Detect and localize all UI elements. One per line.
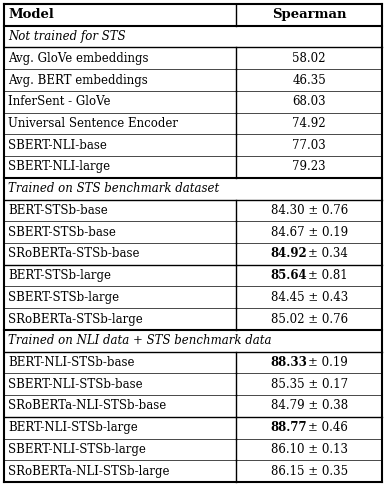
Text: BERT-NLI-STSb-base: BERT-NLI-STSb-base — [8, 356, 134, 369]
Text: 86.15 ± 0.35: 86.15 ± 0.35 — [271, 465, 348, 478]
Text: 88.77: 88.77 — [271, 421, 307, 434]
Text: 85.64: 85.64 — [271, 269, 307, 282]
Text: 74.92: 74.92 — [293, 117, 326, 130]
Text: Avg. BERT embeddings: Avg. BERT embeddings — [8, 73, 148, 87]
Text: Trained on STS benchmark dataset: Trained on STS benchmark dataset — [8, 182, 219, 195]
Text: 85.02 ± 0.76: 85.02 ± 0.76 — [271, 312, 348, 326]
Text: InferSent - GloVe: InferSent - GloVe — [8, 95, 110, 108]
Text: 58.02: 58.02 — [293, 52, 326, 65]
Text: Model: Model — [8, 8, 54, 21]
Text: 77.03: 77.03 — [292, 139, 326, 152]
Text: ± 0.19: ± 0.19 — [308, 356, 348, 369]
Text: 85.35 ± 0.17: 85.35 ± 0.17 — [271, 378, 348, 391]
Text: ± 0.81: ± 0.81 — [308, 269, 348, 282]
Text: Universal Sentence Encoder: Universal Sentence Encoder — [8, 117, 178, 130]
Text: Not trained for STS: Not trained for STS — [8, 30, 125, 43]
Text: SRoBERTa-NLI-STSb-base: SRoBERTa-NLI-STSb-base — [8, 399, 166, 413]
Text: Spearman: Spearman — [272, 8, 347, 21]
Text: 88.33: 88.33 — [270, 356, 307, 369]
Text: SBERT-NLI-base: SBERT-NLI-base — [8, 139, 107, 152]
Text: BERT-STSb-large: BERT-STSb-large — [8, 269, 111, 282]
Text: 86.10 ± 0.13: 86.10 ± 0.13 — [271, 443, 348, 456]
Text: BERT-STSb-base: BERT-STSb-base — [8, 204, 108, 217]
Text: 84.67 ± 0.19: 84.67 ± 0.19 — [271, 226, 348, 239]
Text: SRoBERTa-STSb-large: SRoBERTa-STSb-large — [8, 312, 143, 326]
Text: 68.03: 68.03 — [293, 95, 326, 108]
Text: Avg. GloVe embeddings: Avg. GloVe embeddings — [8, 52, 149, 65]
Text: ± 0.46: ± 0.46 — [308, 421, 348, 434]
Text: 84.30 ± 0.76: 84.30 ± 0.76 — [271, 204, 348, 217]
Text: SBERT-STSb-base: SBERT-STSb-base — [8, 226, 116, 239]
Text: 84.92: 84.92 — [271, 247, 307, 260]
Text: SRoBERTa-STSb-base: SRoBERTa-STSb-base — [8, 247, 139, 260]
Text: 79.23: 79.23 — [293, 160, 326, 174]
Text: 84.79 ± 0.38: 84.79 ± 0.38 — [271, 399, 348, 413]
Text: ± 0.34: ± 0.34 — [308, 247, 348, 260]
Text: 46.35: 46.35 — [292, 73, 326, 87]
Text: Trained on NLI data + STS benchmark data: Trained on NLI data + STS benchmark data — [8, 334, 271, 347]
Text: SBERT-NLI-large: SBERT-NLI-large — [8, 160, 110, 174]
Text: BERT-NLI-STSb-large: BERT-NLI-STSb-large — [8, 421, 138, 434]
Text: SBERT-NLI-STSb-base: SBERT-NLI-STSb-base — [8, 378, 142, 391]
Text: SBERT-NLI-STSb-large: SBERT-NLI-STSb-large — [8, 443, 146, 456]
Text: SBERT-STSb-large: SBERT-STSb-large — [8, 291, 119, 304]
Text: 84.45 ± 0.43: 84.45 ± 0.43 — [271, 291, 348, 304]
Text: SRoBERTa-NLI-STSb-large: SRoBERTa-NLI-STSb-large — [8, 465, 169, 478]
